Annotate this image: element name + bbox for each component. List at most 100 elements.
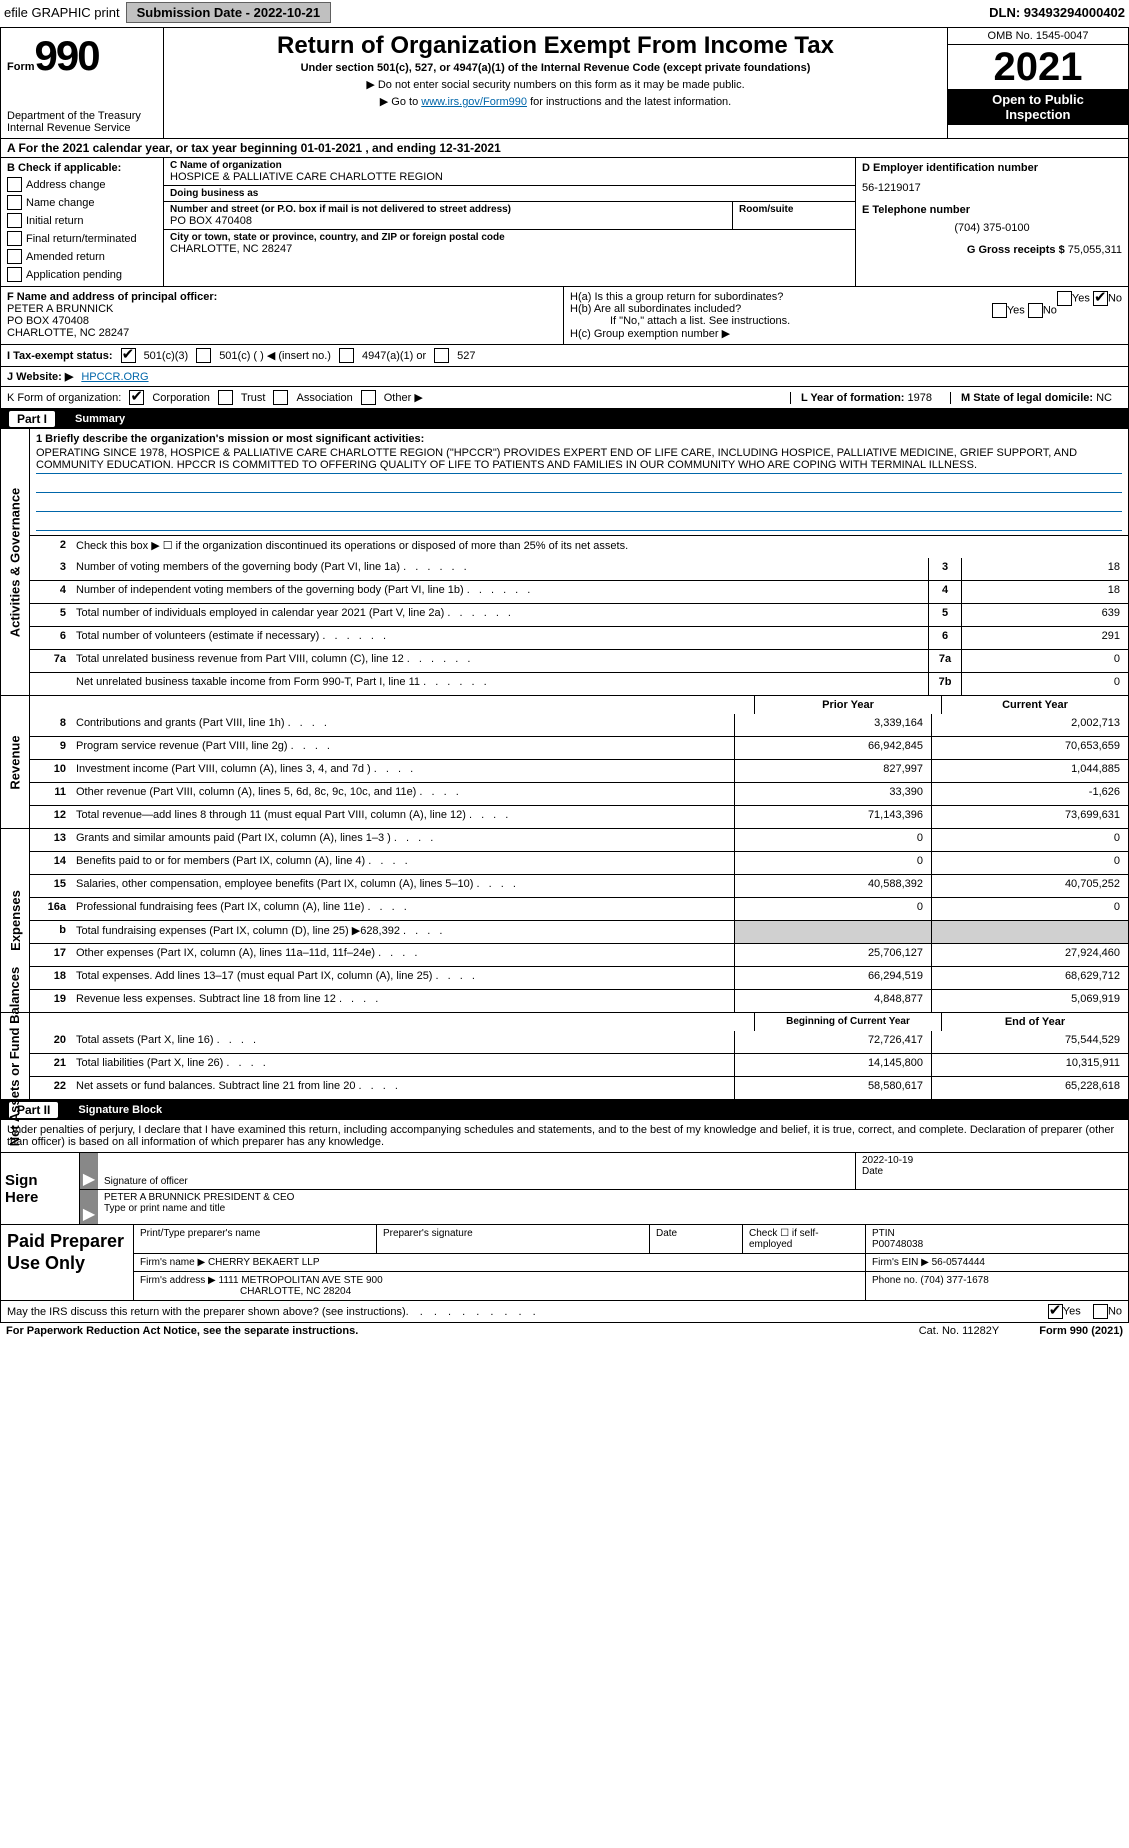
b-option: Name change xyxy=(7,195,157,210)
summary-row: 21Total liabilities (Part X, line 26) . … xyxy=(30,1053,1128,1076)
line-value: 18 xyxy=(961,581,1128,603)
section-b: B Check if applicable: Address changeNam… xyxy=(1,158,164,286)
website-row: J Website: ▶ HPCCR.ORG xyxy=(1,367,1128,387)
b-checkbox[interactable] xyxy=(7,213,22,228)
sign-here-block: Sign Here ▶ Signature of officer 2022-10… xyxy=(1,1152,1128,1224)
corp-checkbox[interactable] xyxy=(129,390,144,405)
current-year-value: 10,315,911 xyxy=(931,1054,1128,1076)
current-year-value: 1,044,885 xyxy=(931,760,1128,782)
paid-preparer-label: Paid Preparer Use Only xyxy=(1,1225,134,1300)
hb-no-checkbox[interactable] xyxy=(1028,303,1043,318)
pra-notice: For Paperwork Reduction Act Notice, see … xyxy=(6,1325,358,1337)
ha-yes-checkbox[interactable] xyxy=(1057,291,1072,306)
ein-value: 56-1219017 xyxy=(862,182,1122,194)
prep-self-emp: Check ☐ if self-employed xyxy=(743,1225,866,1253)
rev-side-label: Revenue xyxy=(1,696,30,828)
irs-link[interactable]: www.irs.gov/Form990 xyxy=(421,96,527,108)
4947-checkbox[interactable] xyxy=(339,348,354,363)
b-checkbox[interactable] xyxy=(7,249,22,264)
street-address: PO BOX 470408 xyxy=(170,215,726,227)
cat-number: Cat. No. 11282Y xyxy=(919,1325,1000,1337)
sig-arrow-icon-2: ▶ xyxy=(80,1190,98,1224)
prior-year-value: 58,580,617 xyxy=(734,1077,931,1099)
summary-row: 7aTotal unrelated business revenue from … xyxy=(30,649,1128,672)
summary-row: 12Total revenue—add lines 8 through 11 (… xyxy=(30,805,1128,828)
line-value: 639 xyxy=(961,604,1128,626)
dba-label: Doing business as xyxy=(170,188,849,199)
mission-blank3 xyxy=(36,512,1122,531)
current-year-value: 70,653,659 xyxy=(931,737,1128,759)
summary-row: 19Revenue less expenses. Subtract line 1… xyxy=(30,989,1128,1012)
hb-row: H(b) Are all subordinates included? Yes … xyxy=(570,303,1122,315)
sig-date: 2022-10-19 xyxy=(862,1155,1122,1166)
paid-preparer-block: Paid Preparer Use Only Print/Type prepar… xyxy=(1,1224,1128,1300)
line-box: 5 xyxy=(928,604,961,626)
submission-date-button[interactable]: Submission Date - 2022-10-21 xyxy=(126,2,332,23)
summary-row: 3Number of voting members of the governi… xyxy=(30,558,1128,580)
year-formation: 1978 xyxy=(908,392,932,404)
prep-name-hdr: Print/Type preparer's name xyxy=(134,1225,377,1253)
hc-row: H(c) Group exemption number ▶ xyxy=(570,327,1122,340)
discuss-row: May the IRS discuss this return with the… xyxy=(1,1300,1128,1322)
discuss-no-checkbox[interactable] xyxy=(1093,1304,1108,1319)
summary-row: 6Total number of volunteers (estimate if… xyxy=(30,626,1128,649)
prior-year-value: 4,848,877 xyxy=(734,990,931,1012)
city-state-zip: CHARLOTTE, NC 28247 xyxy=(170,243,849,255)
form-word: Form xyxy=(7,61,35,73)
prior-year-value: 25,706,127 xyxy=(734,944,931,966)
b-option: Address change xyxy=(7,177,157,192)
hb-yes-checkbox[interactable] xyxy=(992,303,1007,318)
prior-year-value: 66,294,519 xyxy=(734,967,931,989)
assoc-checkbox[interactable] xyxy=(273,390,288,405)
summary-row: Net unrelated business taxable income fr… xyxy=(30,672,1128,695)
firm-addr2: CHARLOTTE, NC 28204 xyxy=(140,1286,859,1297)
prior-year-value: 0 xyxy=(734,829,931,851)
website-link[interactable]: HPCCR.ORG xyxy=(81,371,148,383)
form-footer: For Paperwork Reduction Act Notice, see … xyxy=(0,1323,1129,1339)
ssn-note: ▶ Do not enter social security numbers o… xyxy=(170,78,941,91)
firm-ein: 56-0574444 xyxy=(932,1257,985,1268)
other-checkbox[interactable] xyxy=(361,390,376,405)
b-checkbox[interactable] xyxy=(7,195,22,210)
irs-label: Internal Revenue Service xyxy=(7,122,157,134)
org-form-row: K Form of organization: Corporation Trus… xyxy=(1,387,1128,409)
line-value: 0 xyxy=(961,650,1128,672)
line-box: 7a xyxy=(928,650,961,672)
trust-checkbox[interactable] xyxy=(218,390,233,405)
part2-title: Signature Block xyxy=(78,1104,162,1116)
tel-label: E Telephone number xyxy=(862,204,1122,216)
tax-period: A For the 2021 calendar year, or tax yea… xyxy=(1,139,1128,158)
part1-title: Summary xyxy=(75,413,125,425)
b-checkbox[interactable] xyxy=(7,267,22,282)
527-checkbox[interactable] xyxy=(434,348,449,363)
b-option: Initial return xyxy=(7,213,157,228)
ha-no-checkbox[interactable] xyxy=(1093,291,1108,306)
room-label: Room/suite xyxy=(739,204,849,215)
prior-year-value: 33,390 xyxy=(734,783,931,805)
discuss-yes-checkbox[interactable] xyxy=(1048,1304,1063,1319)
501c3-checkbox[interactable] xyxy=(121,348,136,363)
current-year-value: 40,705,252 xyxy=(931,875,1128,897)
b-checkbox[interactable] xyxy=(7,231,22,246)
instructions-note: ▶ Go to www.irs.gov/Form990 for instruct… xyxy=(170,95,941,108)
state-domicile: NC xyxy=(1096,392,1112,404)
summary-row: bTotal fundraising expenses (Part IX, co… xyxy=(30,920,1128,943)
summary-row: 22Net assets or fund balances. Subtract … xyxy=(30,1076,1128,1099)
perjury-declaration: Under penalties of perjury, I declare th… xyxy=(1,1120,1128,1152)
b-checkbox[interactable] xyxy=(7,177,22,192)
section-h: H(a) Is this a group return for subordin… xyxy=(564,287,1128,344)
tax-status-row: I Tax-exempt status: 501(c)(3) 501(c) ( … xyxy=(1,345,1128,367)
ha-row: H(a) Is this a group return for subordin… xyxy=(570,291,1122,303)
revenue-section: Revenue Prior Year Current Year 8Contrib… xyxy=(1,696,1128,829)
current-year-value: 75,544,529 xyxy=(931,1031,1128,1053)
tel-value: (704) 375-0100 xyxy=(862,222,1122,234)
section-d: D Employer identification number 56-1219… xyxy=(856,158,1128,286)
f-label: F Name and address of principal officer: xyxy=(7,291,557,303)
501c-checkbox[interactable] xyxy=(196,348,211,363)
officer-print-name: PETER A BRUNNICK PRESIDENT & CEO xyxy=(104,1192,1122,1203)
prior-year-value: 40,588,392 xyxy=(734,875,931,897)
current-year-hdr: Current Year xyxy=(941,696,1128,714)
part2-header: Part II Signature Block xyxy=(1,1100,1128,1120)
line2-text: Check this box ▶ ☐ if the organization d… xyxy=(72,536,1128,558)
firm-phone: (704) 377-1678 xyxy=(920,1275,988,1286)
